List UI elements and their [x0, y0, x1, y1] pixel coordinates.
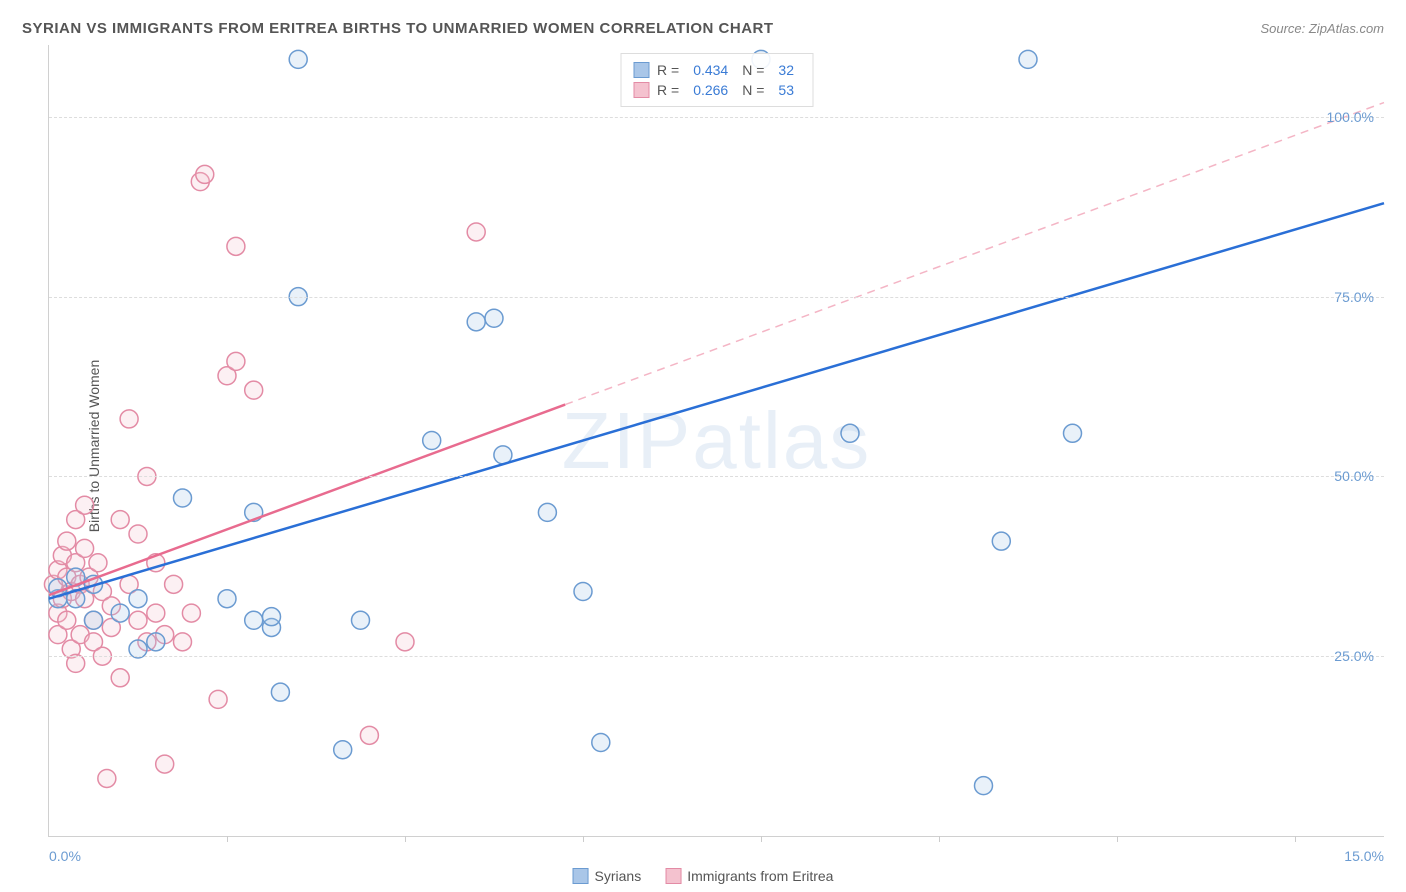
legend-swatch-eritrea	[665, 868, 681, 884]
x-tick	[405, 836, 406, 842]
scatter-point	[196, 165, 214, 183]
gridline-horizontal	[49, 117, 1384, 118]
stats-n-label-2: N =	[742, 82, 764, 98]
scatter-point	[975, 777, 993, 795]
scatter-point	[111, 604, 129, 622]
x-tick	[939, 836, 940, 842]
scatter-point	[592, 734, 610, 752]
scatter-point	[58, 611, 76, 629]
scatter-point	[360, 726, 378, 744]
stats-row-syrians: R = 0.434 N = 32	[633, 60, 800, 80]
scatter-point	[1064, 424, 1082, 442]
legend-item-syrians: Syrians	[573, 868, 642, 884]
trend-line	[565, 103, 1384, 405]
scatter-point	[992, 532, 1010, 550]
legend-swatch-syrians	[573, 868, 589, 884]
legend-item-eritrea: Immigrants from Eritrea	[665, 868, 833, 884]
chart-title: SYRIAN VS IMMIGRANTS FROM ERITREA BIRTHS…	[22, 20, 774, 37]
bottom-legend: Syrians Immigrants from Eritrea	[573, 868, 834, 884]
scatter-point	[467, 313, 485, 331]
gridline-horizontal	[49, 297, 1384, 298]
scatter-point	[289, 50, 307, 68]
stats-r-label: R =	[657, 62, 679, 78]
scatter-point	[165, 575, 183, 593]
plot-svg	[49, 45, 1384, 836]
scatter-point	[76, 496, 94, 514]
scatter-point	[227, 237, 245, 255]
scatter-point	[352, 611, 370, 629]
scatter-point	[396, 633, 414, 651]
scatter-point	[85, 611, 103, 629]
x-tick	[761, 836, 762, 842]
x-tick-label: 15.0%	[1344, 848, 1384, 864]
legend-label-syrians: Syrians	[595, 868, 642, 884]
stats-eritrea-r: 0.266	[693, 82, 728, 98]
scatter-point	[156, 755, 174, 773]
scatter-point	[174, 489, 192, 507]
scatter-point	[111, 669, 129, 687]
scatter-point	[538, 503, 556, 521]
stats-syrians-n: 32	[778, 62, 794, 78]
y-tick-label: 25.0%	[1334, 648, 1374, 664]
y-tick-label: 50.0%	[1334, 468, 1374, 484]
stats-row-eritrea: R = 0.266 N = 53	[633, 80, 800, 100]
x-tick	[1295, 836, 1296, 842]
scatter-point	[245, 611, 263, 629]
y-tick-label: 75.0%	[1334, 289, 1374, 305]
scatter-point	[227, 352, 245, 370]
x-tick	[227, 836, 228, 842]
scatter-point	[574, 583, 592, 601]
scatter-point	[147, 633, 165, 651]
scatter-point	[76, 539, 94, 557]
scatter-point	[485, 309, 503, 327]
scatter-point	[467, 223, 485, 241]
x-tick	[1117, 836, 1118, 842]
scatter-point	[89, 554, 107, 572]
plot-area: ZIPatlas R = 0.434 N = 32 R = 0.266 N = …	[48, 45, 1384, 837]
chart-source: Source: ZipAtlas.com	[1260, 21, 1384, 36]
x-tick-label: 0.0%	[49, 848, 81, 864]
trend-line	[49, 405, 565, 596]
scatter-point	[182, 604, 200, 622]
chart-header: SYRIAN VS IMMIGRANTS FROM ERITREA BIRTHS…	[22, 20, 1384, 37]
scatter-point	[147, 604, 165, 622]
stats-n-label: N =	[742, 62, 764, 78]
y-tick-label: 100.0%	[1327, 109, 1374, 125]
scatter-point	[423, 432, 441, 450]
scatter-point	[129, 590, 147, 608]
scatter-point	[129, 611, 147, 629]
scatter-point	[174, 633, 192, 651]
stats-eritrea-n: 53	[778, 82, 794, 98]
scatter-point	[334, 741, 352, 759]
scatter-point	[58, 532, 76, 550]
scatter-point	[263, 608, 281, 626]
stats-syrians-r: 0.434	[693, 62, 728, 78]
scatter-point	[120, 410, 138, 428]
x-tick	[583, 836, 584, 842]
scatter-point	[111, 511, 129, 529]
trend-line	[49, 203, 1384, 599]
legend-label-eritrea: Immigrants from Eritrea	[687, 868, 833, 884]
scatter-point	[98, 769, 116, 787]
scatter-point	[1019, 50, 1037, 68]
scatter-point	[841, 424, 859, 442]
gridline-horizontal	[49, 656, 1384, 657]
scatter-point	[129, 525, 147, 543]
scatter-point	[209, 690, 227, 708]
swatch-syrians	[633, 62, 649, 78]
scatter-point	[271, 683, 289, 701]
scatter-point	[218, 590, 236, 608]
stats-r-label-2: R =	[657, 82, 679, 98]
scatter-point	[245, 381, 263, 399]
stats-box: R = 0.434 N = 32 R = 0.266 N = 53	[620, 53, 813, 107]
gridline-horizontal	[49, 476, 1384, 477]
swatch-eritrea	[633, 82, 649, 98]
